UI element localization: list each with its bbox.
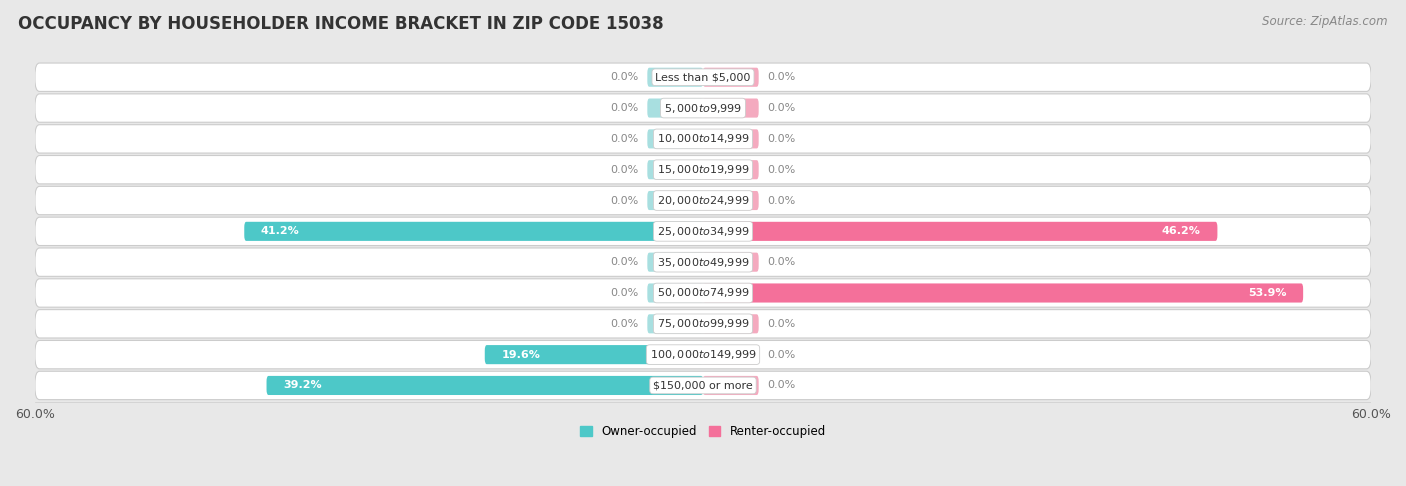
- FancyBboxPatch shape: [35, 94, 1371, 122]
- Text: 0.0%: 0.0%: [610, 165, 638, 174]
- Text: 0.0%: 0.0%: [610, 103, 638, 113]
- Text: 0.0%: 0.0%: [768, 381, 796, 390]
- Text: 19.6%: 19.6%: [502, 349, 540, 360]
- Text: 0.0%: 0.0%: [610, 195, 638, 206]
- FancyBboxPatch shape: [703, 376, 759, 395]
- Text: 0.0%: 0.0%: [768, 195, 796, 206]
- Text: 0.0%: 0.0%: [768, 257, 796, 267]
- FancyBboxPatch shape: [703, 222, 1218, 241]
- FancyBboxPatch shape: [35, 341, 1371, 369]
- Text: 0.0%: 0.0%: [610, 72, 638, 82]
- FancyBboxPatch shape: [647, 99, 703, 118]
- Text: $10,000 to $14,999: $10,000 to $14,999: [657, 132, 749, 145]
- FancyBboxPatch shape: [647, 129, 703, 148]
- Text: 46.2%: 46.2%: [1161, 226, 1201, 236]
- Text: $75,000 to $99,999: $75,000 to $99,999: [657, 317, 749, 330]
- FancyBboxPatch shape: [35, 156, 1371, 184]
- FancyBboxPatch shape: [703, 99, 759, 118]
- Text: 0.0%: 0.0%: [610, 288, 638, 298]
- FancyBboxPatch shape: [647, 68, 703, 87]
- FancyBboxPatch shape: [703, 160, 759, 179]
- FancyBboxPatch shape: [35, 125, 1371, 153]
- FancyBboxPatch shape: [647, 283, 703, 303]
- FancyBboxPatch shape: [703, 283, 1303, 303]
- FancyBboxPatch shape: [35, 248, 1371, 277]
- FancyBboxPatch shape: [245, 222, 703, 241]
- FancyBboxPatch shape: [35, 217, 1371, 245]
- Legend: Owner-occupied, Renter-occupied: Owner-occupied, Renter-occupied: [575, 420, 831, 443]
- FancyBboxPatch shape: [647, 160, 703, 179]
- Text: 0.0%: 0.0%: [610, 319, 638, 329]
- FancyBboxPatch shape: [647, 314, 703, 333]
- FancyBboxPatch shape: [703, 191, 759, 210]
- Text: 0.0%: 0.0%: [610, 257, 638, 267]
- Text: 0.0%: 0.0%: [768, 165, 796, 174]
- FancyBboxPatch shape: [35, 310, 1371, 338]
- Text: $25,000 to $34,999: $25,000 to $34,999: [657, 225, 749, 238]
- Text: 0.0%: 0.0%: [768, 349, 796, 360]
- FancyBboxPatch shape: [35, 371, 1371, 399]
- FancyBboxPatch shape: [703, 253, 759, 272]
- FancyBboxPatch shape: [703, 68, 759, 87]
- Text: 53.9%: 53.9%: [1249, 288, 1286, 298]
- Text: $50,000 to $74,999: $50,000 to $74,999: [657, 286, 749, 299]
- FancyBboxPatch shape: [35, 186, 1371, 215]
- Text: 0.0%: 0.0%: [768, 134, 796, 144]
- FancyBboxPatch shape: [267, 376, 703, 395]
- FancyBboxPatch shape: [647, 253, 703, 272]
- Text: $20,000 to $24,999: $20,000 to $24,999: [657, 194, 749, 207]
- Text: OCCUPANCY BY HOUSEHOLDER INCOME BRACKET IN ZIP CODE 15038: OCCUPANCY BY HOUSEHOLDER INCOME BRACKET …: [18, 15, 664, 33]
- Text: $100,000 to $149,999: $100,000 to $149,999: [650, 348, 756, 361]
- Text: Source: ZipAtlas.com: Source: ZipAtlas.com: [1263, 15, 1388, 28]
- FancyBboxPatch shape: [703, 314, 759, 333]
- Text: $150,000 or more: $150,000 or more: [654, 381, 752, 390]
- Text: $35,000 to $49,999: $35,000 to $49,999: [657, 256, 749, 269]
- Text: 0.0%: 0.0%: [768, 103, 796, 113]
- Text: 0.0%: 0.0%: [768, 72, 796, 82]
- FancyBboxPatch shape: [35, 63, 1371, 91]
- Text: $15,000 to $19,999: $15,000 to $19,999: [657, 163, 749, 176]
- FancyBboxPatch shape: [703, 129, 759, 148]
- FancyBboxPatch shape: [647, 191, 703, 210]
- Text: 39.2%: 39.2%: [283, 381, 322, 390]
- FancyBboxPatch shape: [35, 279, 1371, 307]
- FancyBboxPatch shape: [485, 345, 703, 364]
- Text: 0.0%: 0.0%: [768, 319, 796, 329]
- Text: 0.0%: 0.0%: [610, 134, 638, 144]
- Text: 41.2%: 41.2%: [262, 226, 299, 236]
- Text: $5,000 to $9,999: $5,000 to $9,999: [664, 102, 742, 115]
- FancyBboxPatch shape: [703, 345, 759, 364]
- Text: Less than $5,000: Less than $5,000: [655, 72, 751, 82]
